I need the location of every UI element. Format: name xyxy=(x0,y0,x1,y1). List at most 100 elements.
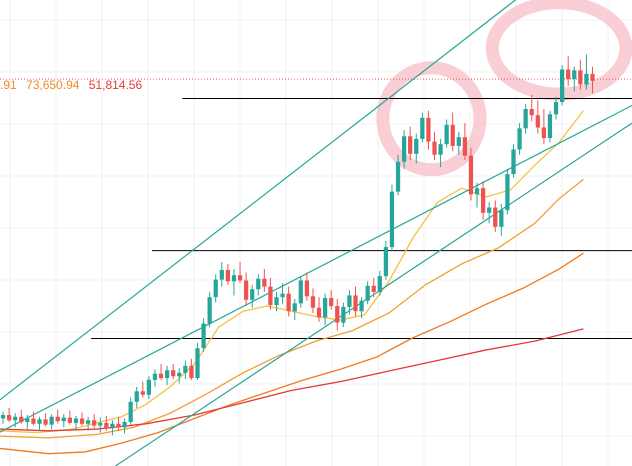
candle-body xyxy=(274,297,279,306)
candle-body xyxy=(395,161,401,192)
candle-body xyxy=(110,423,115,429)
candle-body xyxy=(243,280,249,300)
candle-body xyxy=(225,269,231,282)
candle-body xyxy=(37,419,42,424)
candle-body xyxy=(104,422,109,429)
candle-body xyxy=(43,419,48,425)
candle-body xyxy=(55,416,60,422)
moving-average-line-1 xyxy=(0,110,584,434)
moving-average-line-3 xyxy=(0,252,584,455)
candle-body xyxy=(438,144,443,155)
candle-body xyxy=(67,417,73,423)
candle-body xyxy=(535,115,540,128)
candle-body xyxy=(207,297,212,324)
moving-average-line-4 xyxy=(0,328,584,432)
candle-body xyxy=(341,306,346,323)
candle-body xyxy=(365,285,370,301)
candle-body xyxy=(462,137,468,156)
candle-body xyxy=(122,422,127,428)
candle-body xyxy=(499,210,504,227)
candle-body xyxy=(183,365,188,373)
candle-body xyxy=(347,295,352,307)
candle-body xyxy=(164,370,170,379)
candle-body xyxy=(389,191,395,248)
candle-body xyxy=(25,418,30,423)
candle-body xyxy=(292,303,297,312)
candle-body xyxy=(432,141,437,155)
candle-body xyxy=(195,348,200,379)
candle-body xyxy=(408,136,413,154)
candle-body xyxy=(6,415,12,421)
candle-body xyxy=(0,415,6,419)
candle-body xyxy=(158,373,164,379)
candle-body xyxy=(523,109,528,129)
candle-body xyxy=(578,70,583,85)
candle-body xyxy=(468,155,474,195)
candle-body xyxy=(426,117,431,142)
candle-body xyxy=(590,73,595,81)
candle-body xyxy=(116,423,121,428)
candle-body xyxy=(529,109,534,116)
candle-body xyxy=(335,305,340,323)
candle-body xyxy=(487,207,492,213)
candle-body xyxy=(213,279,218,298)
candle-body xyxy=(304,280,310,297)
candle-body xyxy=(49,416,54,425)
candle-body xyxy=(92,420,97,426)
candle-body xyxy=(13,416,18,421)
candle-body xyxy=(401,136,407,162)
price-readout: .91 73,650.94 51,814.56 xyxy=(0,77,148,93)
candle-body xyxy=(19,416,24,423)
candle-body xyxy=(152,373,158,380)
candle-body xyxy=(286,293,291,312)
candle-body xyxy=(450,124,455,146)
candle-body xyxy=(511,149,516,175)
candle-body xyxy=(371,285,376,292)
candle-body xyxy=(79,418,85,424)
candle-body xyxy=(256,278,261,290)
candle-body xyxy=(572,70,577,80)
candle-body xyxy=(140,391,145,395)
candle-body xyxy=(505,174,510,211)
trend-line xyxy=(0,0,517,401)
candle-body xyxy=(329,298,334,306)
candle-body xyxy=(85,420,91,424)
candle-body xyxy=(61,417,66,422)
candle-body xyxy=(383,247,389,277)
candle-body xyxy=(456,137,461,146)
candle-body xyxy=(201,323,206,349)
candle-body xyxy=(444,124,449,145)
candle-body xyxy=(298,280,303,304)
readout-value-b: 51,814.56 xyxy=(88,78,143,92)
candle-body xyxy=(547,114,553,139)
candle-body xyxy=(541,127,547,139)
candle-body xyxy=(219,269,224,280)
candle-body xyxy=(73,418,79,423)
candle-body xyxy=(566,69,571,80)
candle-body xyxy=(98,422,103,426)
candle-body xyxy=(493,207,498,227)
candle-body xyxy=(134,391,139,402)
candle-body xyxy=(310,296,316,308)
highlight-circle-1 xyxy=(376,61,487,177)
moving-average-line-2 xyxy=(0,178,584,439)
candle-body xyxy=(268,286,273,306)
candle-body xyxy=(231,275,237,282)
candle-body xyxy=(189,365,194,379)
candle-body xyxy=(128,401,133,423)
readout-value-truncated: .91 xyxy=(0,78,17,92)
readout-value-a: 73,650.94 xyxy=(26,78,80,92)
candle-body xyxy=(316,307,322,318)
trend-line xyxy=(0,104,632,433)
candle-body xyxy=(146,379,152,395)
candle-body xyxy=(262,278,267,287)
highlight-circle-2 xyxy=(485,0,632,101)
candle-body xyxy=(359,300,364,312)
candle-body xyxy=(280,293,285,298)
candle-body xyxy=(377,276,382,292)
candle-body xyxy=(480,188,486,213)
candle-body xyxy=(420,117,425,139)
candle-body xyxy=(414,138,419,154)
